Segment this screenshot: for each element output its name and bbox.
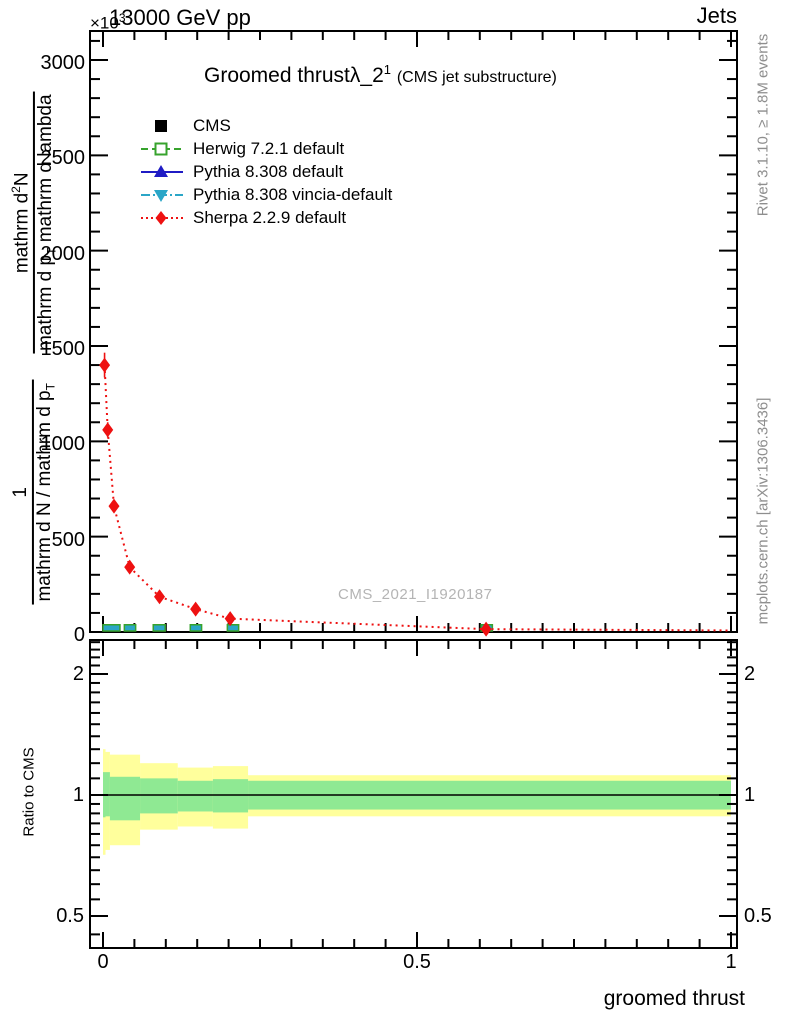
rivet-version-label: Rivet 3.1.10, ≥ 1.8M events [754, 33, 772, 217]
y-axis-frac2-denominator: mathrm d pT mathrm d lambda [33, 91, 60, 355]
ratio-y-tick-label-right: 1 [744, 784, 756, 806]
plot-title: Groomed thrustλ_21 (CMS jet substructure… [204, 62, 557, 88]
ratio-band-green [109, 776, 141, 821]
main-panel-frame [89, 30, 738, 633]
y-tick-label: 0 [73, 624, 85, 646]
y-axis-frac2-num-b: N [11, 172, 33, 187]
mcplots-credit-label: mcplots.cern.ch [arXiv:1306.3436] [754, 397, 772, 625]
legend-row-pythia-vincia: Pythia 8.308 vincia-default [140, 183, 392, 206]
exponent-base: ×10 [90, 13, 119, 33]
sherpa-marker [124, 559, 136, 575]
y-axis-exponent: ×103 [90, 11, 126, 34]
x-tick-label: 0 [97, 951, 109, 973]
legend-marker-cms [155, 119, 167, 132]
ratio-y-tick-label-right: 0.5 [744, 905, 772, 927]
data-marker-box [102, 624, 121, 632]
legend-marker-pythia-default [141, 164, 183, 177]
sherpa-marker [102, 422, 114, 438]
x-axis-title: groomed thrust [603, 987, 745, 1010]
legend-marker-herwig [141, 142, 183, 155]
y-axis-frac1-den-text: mathrm d N / mathrm d p [34, 390, 56, 602]
square-filled-icon [155, 119, 167, 132]
y-tick-label: 1000 [40, 433, 86, 456]
data-marker-box [226, 624, 240, 632]
legend-row-sherpa: Sherpa 2.2.9 default [140, 206, 392, 229]
legend-label-sherpa: Sherpa 2.2.9 default [193, 207, 347, 227]
legend-label-herwig: Herwig 7.2.1 default [193, 138, 345, 158]
y-tick-label: 1500 [40, 337, 86, 360]
sherpa-marker [224, 611, 236, 627]
y-axis-frac1-den-sub: T [43, 383, 58, 391]
plot-title-subtitle: (CMS jet substructure) [396, 69, 557, 86]
y-axis-frac2-num-sup: 2 [8, 186, 23, 193]
legend-label-cms: CMS [193, 115, 231, 135]
plot-title-lambda-sup: 1 [383, 62, 391, 77]
y-tick-label: 2000 [40, 242, 86, 265]
ratio-y-tick-label-left: 2 [72, 663, 84, 685]
y-axis-frac2-numerator: mathrm d2N [9, 91, 33, 354]
diamond-icon [155, 210, 167, 225]
x-tick-label: 0.5 [403, 951, 431, 973]
sherpa-marker [99, 357, 111, 373]
plot-title-lambda: λ_2 [349, 64, 384, 87]
sherpa-marker [154, 589, 166, 605]
legend-marker-pythia-vincia [141, 189, 183, 202]
x-tick-label: 1 [725, 951, 737, 973]
legend-row-herwig: Herwig 7.2.1 default [140, 137, 392, 160]
sherpa-marker [480, 621, 492, 637]
data-marker-box [123, 624, 137, 632]
y-axis-frac1-denominator: mathrm d N / mathrm d pT [32, 380, 58, 605]
legend-label-pythia-default: Pythia 8.308 default [193, 161, 344, 181]
y-tick-label: 2500 [40, 147, 86, 170]
plot-title-main: Groomed thrust [204, 64, 350, 87]
analysis-group-label: Jets [696, 3, 737, 28]
legend: CMS Herwig 7.2.1 default Pythia 8.308 de… [140, 114, 392, 229]
ratio-panel-frame [89, 639, 738, 949]
ratio-y-tick-label-left: 0.5 [56, 905, 84, 927]
y-tick-label: 500 [51, 528, 85, 551]
sherpa-marker [190, 601, 202, 617]
data-marker-box [189, 624, 203, 632]
legend-marker-sherpa [141, 210, 183, 225]
ratio-y-tick-label-left: 1 [72, 784, 84, 806]
triangle-up-icon [154, 164, 168, 177]
legend-row-cms: CMS [140, 114, 392, 137]
y-axis-frac2-den-a: mathrm d p [35, 254, 57, 352]
y-axis-frac2-den-b: mathrm d lambda [35, 94, 57, 248]
ratio-band-green [177, 780, 213, 812]
y-axis-frac1-numerator: 1 [10, 486, 32, 498]
square-open-icon [154, 142, 168, 155]
legend-label-pythia-vincia: Pythia 8.308 vincia-default [193, 184, 393, 204]
ratio-y-tick-label-right: 2 [744, 663, 756, 685]
data-marker-box [152, 624, 166, 632]
exponent-power: 3 [118, 11, 126, 25]
legend-row-pythia-default: Pythia 8.308 default [140, 160, 392, 183]
sherpa-marker [108, 498, 120, 514]
y-axis-fraction-1: 1 mathrm d N / mathrm d pT [10, 380, 58, 605]
watermark-analysis-id: CMS_2021_I1920187 [338, 586, 493, 603]
ratio-band-green [140, 778, 178, 814]
y-axis-fraction-2: mathrm d2N mathrm d pT mathrm d lambda [9, 91, 60, 355]
y-tick-label: 3000 [40, 51, 86, 74]
collision-energy-label: 13000 GeV pp [109, 5, 251, 30]
triangle-down-icon [154, 189, 168, 202]
